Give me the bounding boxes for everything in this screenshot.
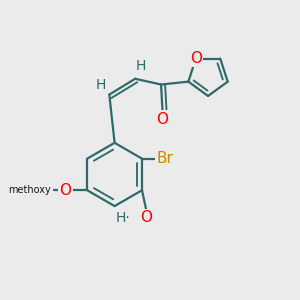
Text: O: O [59,183,71,198]
Text: H: H [136,59,146,73]
Text: methoxy: methoxy [8,185,51,195]
Text: H: H [96,78,106,92]
Text: O: O [190,51,202,66]
Text: H·: H· [116,211,130,225]
Text: Br: Br [156,151,173,166]
Text: O: O [157,112,169,127]
Text: O: O [140,210,152,225]
